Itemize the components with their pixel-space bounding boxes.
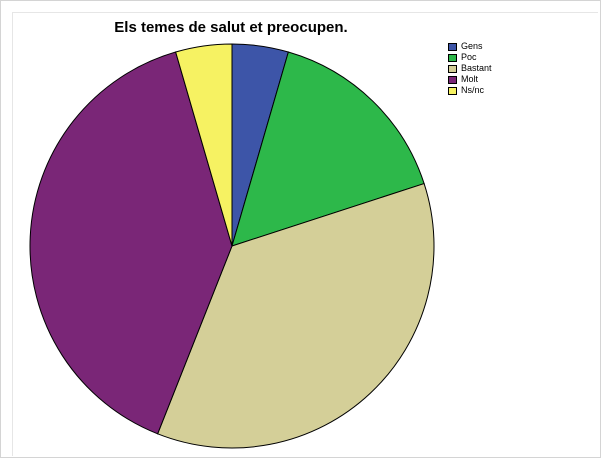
pie-slice-molt — [29, 51, 233, 435]
legend-label: Molt — [461, 74, 479, 84]
legend-label: Poc — [461, 52, 477, 62]
legend-label: Ns/nc — [461, 85, 485, 95]
pie-slice-ns-nc — [175, 43, 233, 247]
legend-label: Gens — [461, 41, 483, 51]
legend-item: Gens — [448, 41, 492, 52]
legend-item: Bastant — [448, 63, 492, 74]
legend-swatch — [448, 75, 457, 84]
legend-item: Molt — [448, 74, 492, 85]
pie-slice-bastant — [156, 182, 435, 449]
frame-inner-top-border — [12, 12, 598, 13]
legend-item: Poc — [448, 52, 492, 63]
legend-swatch — [448, 42, 457, 51]
frame-inner-left-border — [12, 12, 13, 456]
legend-item: Ns/nc — [448, 85, 492, 96]
legend-label: Bastant — [461, 63, 492, 73]
legend-swatch — [448, 64, 457, 73]
legend-swatch — [448, 53, 457, 62]
legend: Gens Poc Bastant Molt Ns/nc — [448, 41, 492, 96]
pie-slice-poc — [231, 51, 425, 247]
legend-swatch — [448, 86, 457, 95]
chart-title: Els temes de salut et preocupen. — [114, 19, 348, 36]
pie-slices — [29, 43, 435, 449]
